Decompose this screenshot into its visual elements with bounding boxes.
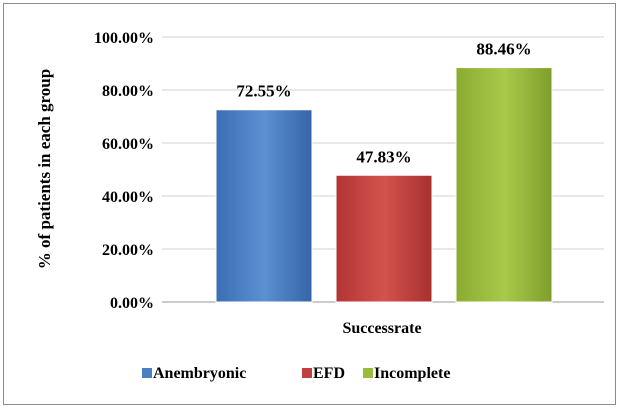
bars (215, 67, 553, 303)
legend-swatch (142, 368, 152, 378)
y-tick-label: 0.00% (110, 295, 154, 312)
y-tick-label: 40.00% (102, 189, 154, 206)
legend-swatch (302, 368, 312, 378)
y-axis-ticks: 0.00% 20.00% 40.00% 60.00% 80.00% 100.00% (94, 30, 154, 312)
data-label: 88.46% (476, 40, 531, 59)
x-axis-title: Successrate (342, 320, 421, 337)
legend-swatch (363, 368, 373, 378)
data-labels: 72.55% 47.83% 88.46% (236, 40, 531, 167)
data-label: 47.83% (356, 147, 411, 166)
y-tick-label: 80.00% (102, 83, 154, 100)
y-axis-title: % of patients in each group (35, 69, 54, 269)
bar-chart: 0.00% 20.00% 40.00% 60.00% 80.00% 100.00% 72.… (35, 30, 604, 382)
legend: Anembryonic EFD Incomplete (142, 365, 450, 382)
data-label: 72.55% (236, 82, 291, 101)
bar-incomplete (455, 67, 553, 303)
chart-frame: 0.00% 20.00% 40.00% 60.00% 80.00% 100.00% 72.… (3, 3, 616, 405)
y-tick-label: 20.00% (102, 242, 154, 259)
y-tick-label: 60.00% (102, 136, 154, 153)
legend-label: Anembryonic (153, 365, 246, 382)
legend-label: EFD (313, 365, 345, 382)
bar-anembryonic (215, 109, 313, 303)
bar-efd (335, 174, 433, 303)
legend-label: Incomplete (374, 365, 450, 382)
y-tick-label: 100.00% (94, 30, 154, 47)
